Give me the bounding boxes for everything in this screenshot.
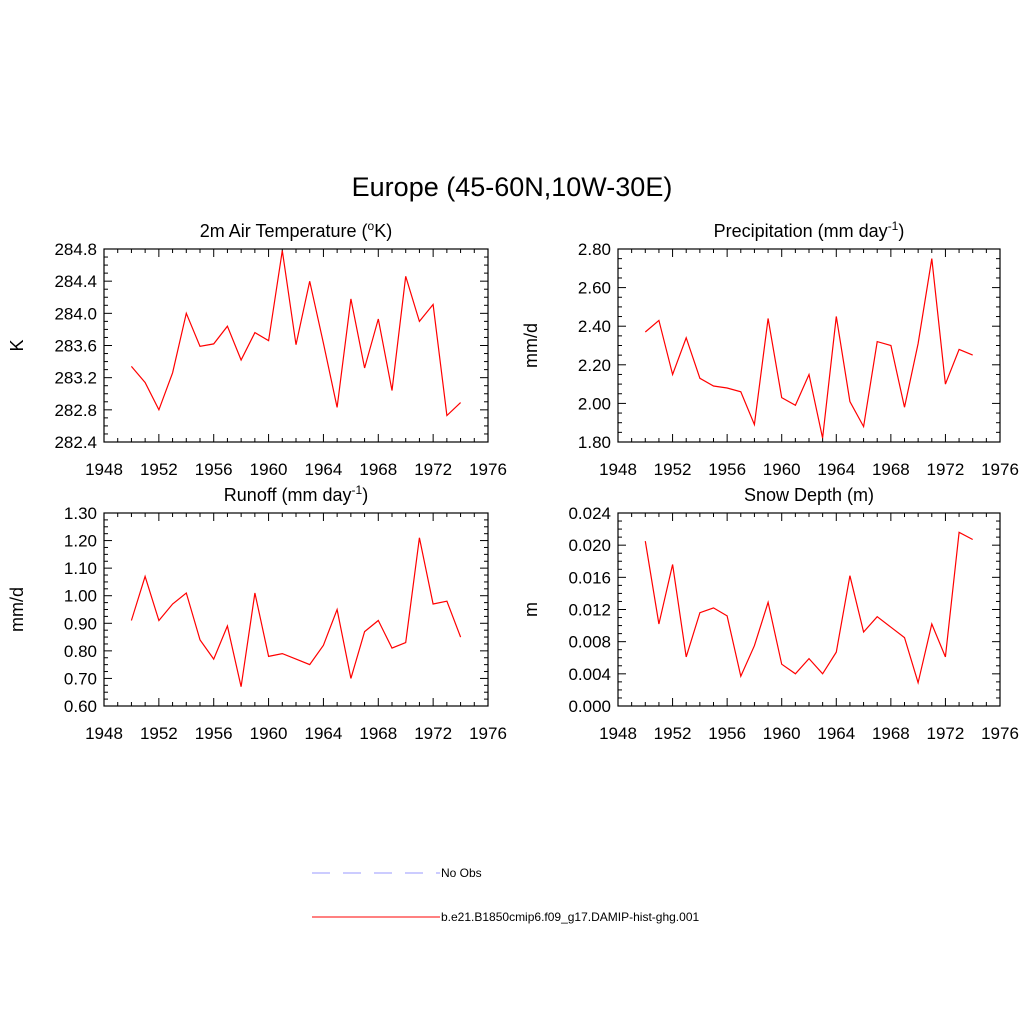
series-line [130, 250, 462, 417]
panel-title-text-end: ) [898, 221, 904, 241]
y-tick-label: 1.20 [64, 532, 97, 551]
panels: 2m Air Temperature (oK) K 282.4 282.8 283.2 2… [7, 219, 1019, 743]
panel-title-text: Snow Depth (m) [744, 485, 874, 505]
x-tick-label: 1976 [981, 724, 1019, 743]
x-tick-label: 1976 [469, 724, 507, 743]
y-tick-label: 1.80 [578, 433, 611, 452]
x-tick-label: 1956 [708, 724, 746, 743]
x-tick-label: 1956 [708, 460, 746, 479]
panel-title: Precipitation (mm day-1) [714, 219, 905, 241]
x-tick-label: 1952 [140, 724, 178, 743]
y-tick-label: 0.008 [568, 633, 611, 652]
plot-frame [103, 248, 489, 443]
series-line [644, 258, 973, 439]
panel-title-superscript: o [368, 219, 375, 233]
x-tick-label: 1972 [927, 724, 965, 743]
x-tick-label: 1968 [872, 460, 910, 479]
x-tick-label: 1976 [981, 460, 1019, 479]
y-tick-label: 282.8 [54, 401, 97, 420]
panel-title: Snow Depth (m) [744, 485, 874, 505]
y-tick-label: 1.00 [64, 587, 97, 606]
y-tick-label: 0.024 [568, 504, 611, 523]
x-tick-label: 1968 [359, 460, 397, 479]
panel-title-superscript: -1 [888, 219, 899, 233]
x-tick-label: 1976 [469, 460, 507, 479]
panel-title-text-end: K) [374, 221, 392, 241]
series-line [644, 531, 973, 686]
x-tick-label: 1952 [654, 460, 692, 479]
y-tick-label: 1.30 [64, 504, 97, 523]
x-tick-label: 1956 [195, 460, 233, 479]
panel-title-superscript: -1 [352, 483, 363, 497]
y-tick-label: 0.012 [568, 601, 611, 620]
panel-2: Precipitation (mm day-1) mm/d 1.80 2.00 2.20… [521, 219, 1019, 479]
x-tick-label: 1948 [85, 724, 123, 743]
y-tick-label: 2.60 [578, 279, 611, 298]
legend-label-model: b.e21.B1850cmip6.f09_g17.DAMIP-hist-ghg.… [441, 910, 699, 924]
panel-title-text: Precipitation (mm day [714, 221, 888, 241]
y-axis-label: K [7, 339, 27, 351]
panel-3: Runoff (mm day-1) mm/d 0.60 0.70 0.80 0.90 1.0… [7, 483, 507, 743]
plot-frame [103, 512, 489, 707]
x-tick-label: 1952 [140, 460, 178, 479]
y-tick-label: 284.8 [54, 240, 97, 259]
x-tick-label: 1964 [305, 724, 343, 743]
x-tick-label: 1948 [599, 724, 637, 743]
x-tick-label: 1964 [817, 460, 855, 479]
y-axis-label: m [521, 602, 541, 617]
y-tick-label: 2.80 [578, 240, 611, 259]
panel-title-text: 2m Air Temperature ( [200, 221, 368, 241]
y-tick-label: 0.004 [568, 665, 611, 684]
x-tick-label: 1972 [414, 724, 452, 743]
y-tick-label: 284.0 [54, 304, 97, 323]
x-tick-label: 1956 [195, 724, 233, 743]
panel-1: 2m Air Temperature (oK) K 282.4 282.8 283.2 2… [7, 219, 507, 479]
plot-frame [617, 512, 1001, 707]
x-tick-label: 1948 [85, 460, 123, 479]
panel-title: 2m Air Temperature (oK) [200, 219, 392, 241]
x-tick-label: 1968 [359, 724, 397, 743]
x-tick-label: 1960 [250, 460, 288, 479]
y-tick-label: 2.40 [578, 317, 611, 336]
y-tick-label: 1.10 [64, 559, 97, 578]
plot-frame [617, 248, 1001, 443]
y-tick-label: 0.016 [568, 568, 611, 587]
y-tick-label: 0.70 [64, 669, 97, 688]
panel-title: Runoff (mm day-1) [224, 483, 368, 505]
y-tick-label: 2.00 [578, 394, 611, 413]
y-tick-label: 283.2 [54, 369, 97, 388]
y-tick-label: 0.80 [64, 642, 97, 661]
x-tick-label: 1948 [599, 460, 637, 479]
x-tick-label: 1972 [414, 460, 452, 479]
panel-title-text-end: ) [362, 485, 368, 505]
x-tick-label: 1972 [927, 460, 965, 479]
x-tick-label: 1968 [872, 724, 910, 743]
panel-4: Snow Depth (m) m 0.000 0.004 0.008 0.012 0.016… [521, 485, 1019, 743]
y-tick-label: 0.90 [64, 614, 97, 633]
x-tick-label: 1964 [817, 724, 855, 743]
y-axis-label: mm/d [521, 323, 541, 368]
y-tick-label: 283.6 [54, 337, 97, 356]
y-tick-label: 0.020 [568, 536, 611, 555]
y-tick-label: 2.20 [578, 356, 611, 375]
page-title: Europe (45-60N,10W-30E) [352, 172, 673, 202]
x-tick-label: 1960 [763, 724, 801, 743]
x-tick-label: 1952 [654, 724, 692, 743]
x-tick-label: 1960 [763, 460, 801, 479]
series-line [130, 537, 462, 687]
y-tick-label: 282.4 [54, 433, 97, 452]
panel-title-text: Runoff (mm day [224, 485, 352, 505]
y-tick-label: 0.000 [568, 697, 611, 716]
y-tick-label: 284.4 [54, 272, 97, 291]
legend-label-no-obs: No Obs [441, 866, 482, 880]
legend: No Obs b.e21.B1850cmip6.f09_g17.DAMIP-hi… [312, 866, 699, 924]
x-tick-label: 1960 [250, 724, 288, 743]
y-axis-label: mm/d [7, 587, 27, 632]
y-tick-label: 0.60 [64, 697, 97, 716]
x-tick-label: 1964 [305, 460, 343, 479]
